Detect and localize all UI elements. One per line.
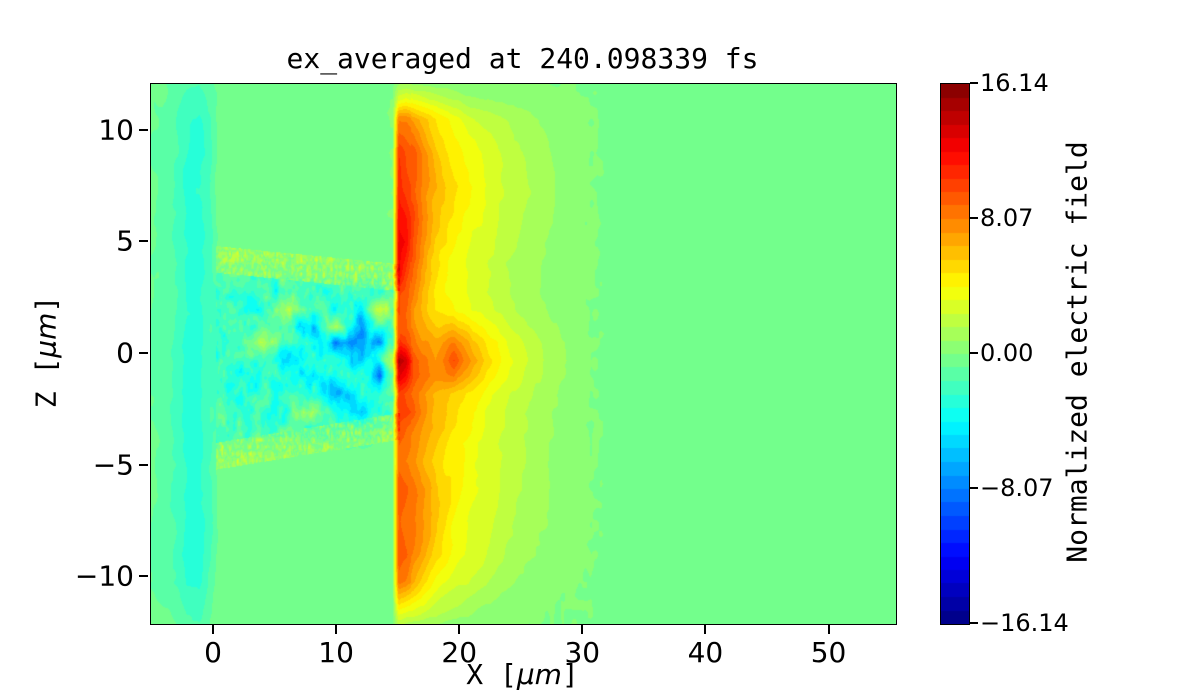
- x-tick-mark: [827, 625, 830, 634]
- z-tick-label: 10: [98, 113, 134, 147]
- colorbar-tick-mark: [970, 217, 978, 219]
- z-tick-label: 5: [116, 224, 134, 258]
- x-tick-label: 10: [318, 636, 354, 669]
- colorbar-tick-label: 16.14: [980, 69, 1049, 97]
- colorbar-tick-mark: [970, 487, 978, 489]
- x-tick-label: 40: [687, 636, 724, 669]
- x-axis-label-mu: μm: [516, 658, 562, 691]
- x-tick-mark: [335, 625, 338, 634]
- x-axis-label-pre: X [: [466, 658, 517, 691]
- z-tick-mark: [139, 352, 148, 354]
- y-axis-label-post: ]: [29, 295, 63, 313]
- z-tick-label: −5: [92, 448, 134, 482]
- plot-title: ex_averaged at 240.098339 fs: [286, 42, 759, 75]
- colorbar-tick-mark: [970, 82, 978, 84]
- plot-area: [150, 83, 897, 625]
- colorbar-tick-mark: [970, 622, 978, 624]
- x-tick-mark: [704, 625, 707, 634]
- z-tick-label: −10: [74, 559, 134, 593]
- colorbar-tick-label: −8.07: [980, 474, 1054, 502]
- x-tick-label: 30: [564, 636, 601, 669]
- colorbar-tick-label: 8.07: [980, 204, 1034, 232]
- z-tick-mark: [139, 128, 148, 131]
- x-axis-label: X [μm]: [150, 658, 895, 691]
- z-tick-mark: [139, 463, 148, 466]
- x-tick-label: 20: [441, 636, 478, 669]
- z-tick-label: 0: [116, 336, 134, 370]
- colorbar: [940, 83, 970, 625]
- colorbar-canvas: [941, 84, 969, 624]
- z-tick-mark: [139, 575, 148, 578]
- x-tick-label: 50: [810, 636, 847, 669]
- x-axis-label-post: ]: [561, 658, 579, 691]
- x-tick-mark: [581, 625, 584, 634]
- x-tick-mark: [458, 625, 461, 634]
- heatmap-canvas: [151, 84, 896, 624]
- x-tick-mark: [212, 625, 215, 634]
- colorbar-tick-mark: [970, 352, 978, 354]
- colorbar-tick-label: −16.14: [980, 609, 1069, 637]
- colorbar-tick-label: 0.00: [980, 339, 1034, 367]
- z-tick-mark: [139, 240, 148, 243]
- colorbar-label: Normalized electric field: [1060, 141, 1094, 563]
- x-tick-label: 0: [204, 636, 222, 669]
